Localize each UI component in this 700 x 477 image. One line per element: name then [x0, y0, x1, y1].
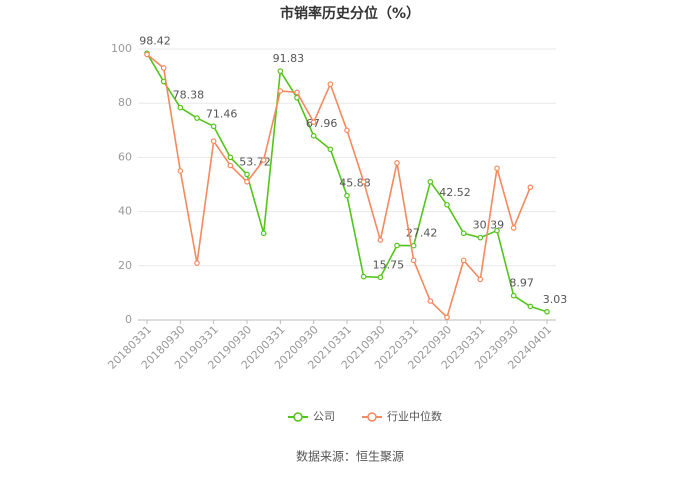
point — [260, 230, 267, 237]
y-tick-label: 20 — [118, 259, 132, 272]
legend-label: 行业中位数 — [387, 409, 442, 423]
point — [510, 292, 517, 299]
point — [494, 227, 500, 234]
y-tick-label: 40 — [118, 205, 132, 218]
point — [244, 178, 250, 185]
source: 数据来源：恒生聚源 — [296, 449, 404, 464]
series-line — [146, 53, 532, 319]
data-label: 53.72 — [239, 155, 271, 168]
data-label: 67.96 — [306, 117, 338, 130]
point — [194, 115, 200, 121]
point — [494, 165, 500, 172]
point — [227, 162, 234, 169]
point — [460, 230, 467, 237]
point — [277, 68, 284, 74]
data-label: 27.42 — [406, 227, 438, 240]
point — [177, 168, 184, 174]
point — [210, 123, 217, 130]
point — [444, 314, 450, 321]
point — [344, 127, 350, 134]
point — [360, 273, 367, 280]
y-tick-label: 80 — [118, 96, 132, 109]
data-label: 98.42 — [139, 34, 171, 47]
point — [544, 308, 550, 315]
point — [310, 133, 317, 139]
y-tick-label: 100 — [111, 42, 132, 55]
point — [527, 303, 534, 310]
point — [427, 298, 434, 304]
point — [227, 154, 234, 161]
point — [327, 81, 334, 88]
point — [310, 119, 317, 125]
point — [277, 88, 284, 94]
point — [394, 160, 400, 166]
data-label: 3.03 — [543, 293, 568, 306]
data-label: 15.75 — [373, 258, 405, 271]
point — [444, 201, 450, 208]
point — [410, 257, 417, 264]
point — [477, 276, 484, 283]
point — [377, 237, 384, 243]
point — [294, 89, 300, 96]
point — [360, 178, 367, 185]
point — [427, 178, 434, 185]
point — [260, 157, 267, 163]
point — [244, 171, 250, 178]
data-label: 8.97 — [509, 277, 534, 290]
point — [160, 65, 167, 71]
legend-label: 公司 — [313, 410, 335, 423]
data-label: 78.38 — [173, 89, 205, 102]
point — [527, 184, 534, 191]
y-tick-label: 60 — [118, 150, 132, 163]
point — [510, 225, 517, 231]
point — [327, 146, 334, 153]
point — [210, 138, 217, 144]
data-label: 71.46 — [206, 107, 238, 120]
legend-marker — [293, 412, 303, 422]
y-tick-label: 0 — [125, 313, 132, 326]
point — [477, 234, 484, 241]
legend-marker — [367, 412, 377, 422]
data-label: 91.83 — [273, 52, 305, 65]
point — [394, 242, 400, 249]
point — [460, 257, 467, 264]
data-label: 42.52 — [439, 186, 471, 199]
point — [177, 104, 184, 111]
point — [377, 274, 384, 281]
point — [344, 192, 350, 199]
point — [194, 260, 200, 266]
chart-title: 市销率历史分位（%） — [280, 5, 420, 22]
point — [144, 51, 150, 58]
